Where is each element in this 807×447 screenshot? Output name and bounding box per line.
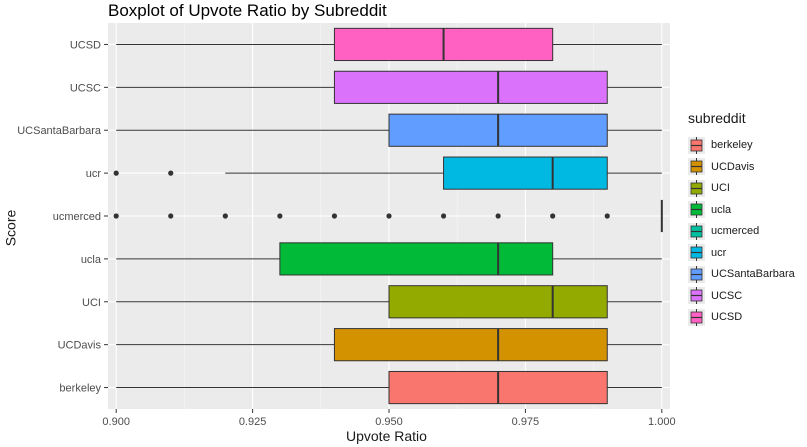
legend-swatch bbox=[690, 308, 703, 326]
chart-title: Boxplot of Upvote Ratio by Subreddit bbox=[108, 1, 387, 20]
box-rect bbox=[333, 328, 608, 362]
box-ucr bbox=[113, 156, 662, 190]
outlier-point bbox=[113, 170, 119, 176]
legend-swatch bbox=[690, 201, 703, 218]
x-axis-label: Upvote Ratio bbox=[346, 428, 427, 444]
x-axis-ticks: 0.900 0.925 0.950 0.975 1.000 bbox=[102, 409, 676, 428]
legend-key bbox=[688, 287, 705, 304]
outlier-point bbox=[113, 213, 119, 219]
y-axis-ticks: berkeley UCDavis UCI ucla ucmerced ucr UCSanta… bbox=[17, 39, 108, 395]
legend-label: UCSantaBarbara bbox=[711, 268, 795, 280]
legend-key bbox=[688, 136, 705, 154]
outlier-point bbox=[277, 213, 283, 219]
legend-label: UCSD bbox=[711, 311, 743, 323]
legend-label: UCI bbox=[711, 182, 730, 194]
legend-swatch bbox=[690, 222, 703, 240]
legend: subreddit berkeley UCDavis UCI ucla ucmerced… bbox=[688, 110, 795, 326]
legend-label: ucla bbox=[711, 203, 732, 216]
box-berkeley bbox=[116, 370, 662, 405]
legend-title: subreddit bbox=[688, 110, 746, 126]
legend-item-ucmerced: ucmerced bbox=[688, 221, 759, 241]
x-tick-label: 1.000 bbox=[648, 416, 676, 428]
legend-swatch bbox=[690, 136, 703, 154]
boxes-layer bbox=[113, 27, 663, 405]
legend-swatch bbox=[690, 244, 703, 261]
outlier-point bbox=[604, 213, 610, 219]
y-tick-label: ucmerced bbox=[53, 211, 101, 223]
y-tick-label: UCSantaBarbara bbox=[17, 125, 102, 137]
box-UCDavis bbox=[116, 328, 662, 362]
legend-key bbox=[688, 222, 705, 240]
legend-item-ucr: ucr bbox=[688, 243, 726, 263]
box-UCI bbox=[116, 285, 662, 319]
outlier-point bbox=[386, 213, 392, 219]
outlier-point bbox=[495, 213, 501, 219]
legend-key bbox=[688, 244, 705, 261]
x-tick-label: 0.950 bbox=[375, 416, 403, 428]
legend-key bbox=[688, 158, 705, 175]
y-tick-label: UCSC bbox=[70, 82, 101, 94]
legend-label: berkeley bbox=[711, 139, 753, 151]
legend-swatch bbox=[690, 265, 703, 283]
legend-label: ucmerced bbox=[711, 225, 760, 237]
box-ucmerced bbox=[113, 199, 663, 233]
box-ucla bbox=[116, 242, 662, 276]
x-tick-label: 0.900 bbox=[102, 416, 130, 428]
legend-item-UCI: UCI bbox=[688, 178, 730, 198]
y-tick-label: ucr bbox=[86, 168, 102, 180]
y-tick-label: UCDavis bbox=[58, 340, 102, 352]
y-tick-label: UCI bbox=[82, 297, 101, 309]
outlier-point bbox=[222, 213, 228, 219]
y-tick-label: berkeley bbox=[59, 383, 101, 395]
x-tick-label: 0.925 bbox=[239, 416, 267, 428]
legend-key bbox=[688, 179, 705, 197]
box-UCSD bbox=[116, 27, 662, 62]
outlier-point bbox=[550, 213, 556, 219]
outlier-point bbox=[168, 170, 174, 176]
legend-swatch bbox=[690, 287, 703, 304]
outlier-point bbox=[440, 213, 447, 219]
legend-key bbox=[688, 308, 705, 326]
y-tick-label: UCSD bbox=[70, 39, 101, 51]
box-rect bbox=[443, 156, 608, 190]
legend-item-berkeley: berkeley bbox=[688, 135, 753, 155]
legend-item-UCSC: UCSC bbox=[688, 286, 742, 306]
box-rect bbox=[333, 70, 608, 104]
legend-swatch bbox=[690, 179, 703, 197]
legend-label: UCSC bbox=[711, 289, 743, 302]
x-tick-label: 0.975 bbox=[512, 416, 540, 428]
legend-key bbox=[688, 265, 705, 283]
box-UCSC bbox=[116, 70, 662, 104]
box-UCSantaBarbara bbox=[116, 113, 662, 147]
outlier-point bbox=[331, 213, 338, 219]
box-rect bbox=[388, 285, 608, 319]
legend-item-UCDavis: UCDavis bbox=[688, 157, 754, 177]
legend-label: ucr bbox=[711, 246, 727, 259]
legend-item-UCSD: UCSD bbox=[688, 307, 742, 327]
outlier-point bbox=[168, 213, 174, 219]
legend-swatch bbox=[690, 158, 703, 175]
y-axis-label: Score bbox=[2, 209, 19, 247]
legend-label: UCDavis bbox=[711, 160, 755, 173]
legend-item-ucla: ucla bbox=[688, 200, 731, 220]
box-rect bbox=[279, 242, 554, 276]
legend-key bbox=[688, 201, 705, 218]
legend-item-UCSantaBarbara: UCSantaBarbara bbox=[688, 264, 795, 284]
y-tick-label: ucla bbox=[81, 254, 102, 266]
